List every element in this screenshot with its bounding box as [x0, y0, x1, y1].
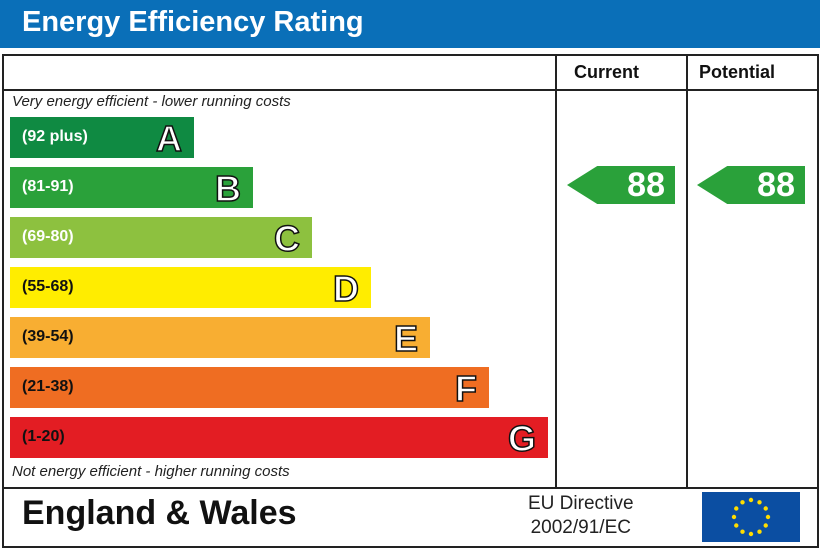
divider — [2, 89, 817, 91]
star-icon — [763, 523, 768, 528]
bar-range-label: (21-38) — [22, 378, 74, 395]
top-note: Very energy efficient - lower running co… — [12, 93, 291, 110]
divider — [686, 54, 688, 488]
rating-bar-f: (21-38) F — [10, 367, 489, 410]
star-icon — [763, 506, 768, 511]
bar-letter: B — [214, 167, 242, 210]
current-header: Current — [574, 62, 640, 82]
star-icon — [748, 531, 754, 537]
star-icon — [740, 529, 745, 534]
bar-letter: D — [332, 267, 360, 310]
divider — [2, 487, 817, 489]
eu-flag-icon — [702, 492, 800, 542]
star-icon — [757, 529, 762, 534]
header-bar: Energy Efficiency Rating — [0, 0, 820, 48]
bar-range-label: (39-54) — [22, 328, 74, 345]
star-icon — [740, 500, 745, 505]
bar-range-label: (55-68) — [22, 278, 74, 295]
bar-letter: C — [273, 217, 301, 260]
bar-range-label: (69-80) — [22, 228, 74, 245]
rating-bar-e: (39-54) E — [10, 317, 430, 360]
rating-bar-c: (69-80) C — [10, 217, 312, 260]
rating-bar-a: (92 plus) A — [10, 117, 194, 160]
star-icon — [748, 497, 754, 503]
star-icon — [734, 523, 739, 528]
region-label: England & Wales — [22, 494, 297, 532]
star-icon — [757, 500, 762, 505]
eu-directive: EU Directive 2002/91/EC — [528, 492, 634, 540]
potential-header: Potential — [699, 62, 776, 82]
chart-title: Energy Efficiency Rating — [22, 6, 364, 38]
directive-line1: EU Directive — [528, 493, 634, 514]
rating-bar-g: (1-20) G — [10, 417, 548, 460]
divider — [555, 54, 557, 488]
directive-line2: 2002/91/EC — [530, 517, 631, 538]
rating-bar-b: (81-91) B — [10, 167, 253, 210]
bar-letter: G — [507, 417, 537, 460]
bar-range-label: (1-20) — [22, 428, 65, 445]
star-icon — [734, 506, 739, 511]
current-rating-value: 88 — [627, 166, 665, 204]
bar-range-label: (81-91) — [22, 178, 74, 195]
bottom-note: Not energy efficient - higher running co… — [12, 463, 290, 480]
bar-letter: E — [393, 317, 419, 360]
star-icon — [765, 514, 771, 520]
rating-bar-d: (55-68) D — [10, 267, 371, 310]
bar-letter: A — [155, 117, 183, 160]
bar-letter: F — [454, 367, 478, 410]
star-icon — [731, 514, 737, 520]
bar-range-label: (92 plus) — [22, 128, 88, 145]
potential-rating-value: 88 — [757, 166, 795, 204]
